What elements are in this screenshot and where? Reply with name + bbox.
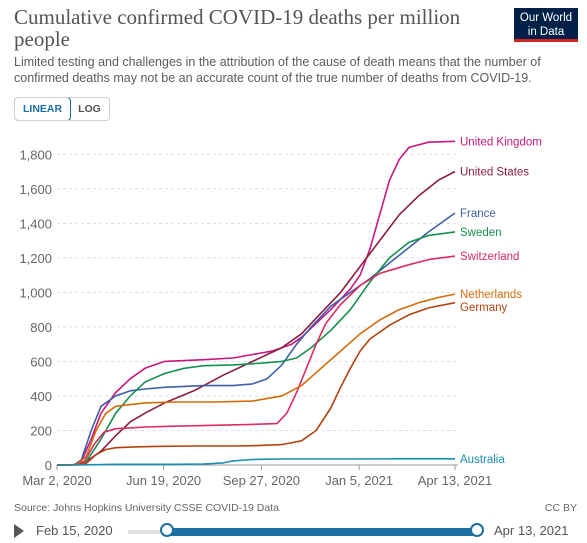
y-tick-label: 1,200 xyxy=(19,251,52,266)
series-label: Sweden xyxy=(460,227,502,239)
series-line xyxy=(56,231,456,466)
series-line xyxy=(56,293,456,466)
logo-line-2: in Data xyxy=(527,26,565,38)
timeline: Feb 15, 2020 Apr 13, 2021 xyxy=(0,520,587,542)
play-icon[interactable] xyxy=(14,524,24,538)
series-label: United States xyxy=(460,167,529,179)
y-tick-label: 1,000 xyxy=(19,285,52,300)
logo-line-1: Our World xyxy=(519,12,573,24)
series-label: Switzerland xyxy=(460,251,519,263)
y-tick-label: 800 xyxy=(30,320,52,335)
y-tick-label: 1,600 xyxy=(19,182,52,197)
y-tick-label: 400 xyxy=(30,389,52,404)
series-label: France xyxy=(460,208,496,220)
series-line xyxy=(56,140,456,466)
timeline-end-handle[interactable] xyxy=(470,523,484,537)
series-label: United Kingdom xyxy=(460,136,542,148)
y-tick-label: 200 xyxy=(30,423,52,438)
series-label: Australia xyxy=(460,454,505,466)
x-tick-label: Jun 19, 2020 xyxy=(126,473,201,488)
series-line xyxy=(56,170,456,466)
series-label: Germany xyxy=(460,302,508,314)
chart-title: Cumulative confirmed COVID-19 deaths per… xyxy=(14,5,461,51)
x-tick-label: Jan 5, 2021 xyxy=(325,473,393,488)
x-tick-label: Apr 13, 2021 xyxy=(418,473,492,488)
logo-accent-bar xyxy=(514,39,578,42)
y-tick-label: 1,400 xyxy=(19,216,52,231)
series-line xyxy=(56,212,456,466)
source-note[interactable]: Source: Johns Hopkins University CSSE CO… xyxy=(14,502,279,514)
timeline-start-handle[interactable] xyxy=(159,523,174,537)
line-chart: 0 200 400 600 800 1,000 1,200 1,400 1,600 1,800 Ma… xyxy=(19,136,542,488)
log-scale-button[interactable]: LOG xyxy=(78,103,101,115)
timeline-start-label: Feb 15, 2020 xyxy=(36,523,113,538)
timeline-end-label: Apr 13, 2021 xyxy=(494,523,569,538)
owid-logo[interactable]: Our World in Data xyxy=(514,8,578,42)
y-tick-label: 600 xyxy=(30,354,52,369)
series-line xyxy=(56,301,456,466)
license-link[interactable]: CC BY xyxy=(544,502,577,514)
y-tick-label: 1,800 xyxy=(19,147,52,162)
chart-subtitle: Limited testing and challenges in the at… xyxy=(14,55,541,85)
x-tick-label: Mar 2, 2020 xyxy=(22,473,91,488)
timeline-selected-range xyxy=(166,528,477,536)
linear-scale-button[interactable]: LINEAR xyxy=(14,98,72,120)
y-tick-label: 0 xyxy=(45,458,52,473)
x-tick-label: Sep 27, 2020 xyxy=(223,473,300,488)
scale-toggle: LINEAR LOG xyxy=(14,97,110,121)
series-line xyxy=(56,255,456,466)
series-label: Netherlands xyxy=(460,289,522,301)
series-line xyxy=(57,457,455,466)
